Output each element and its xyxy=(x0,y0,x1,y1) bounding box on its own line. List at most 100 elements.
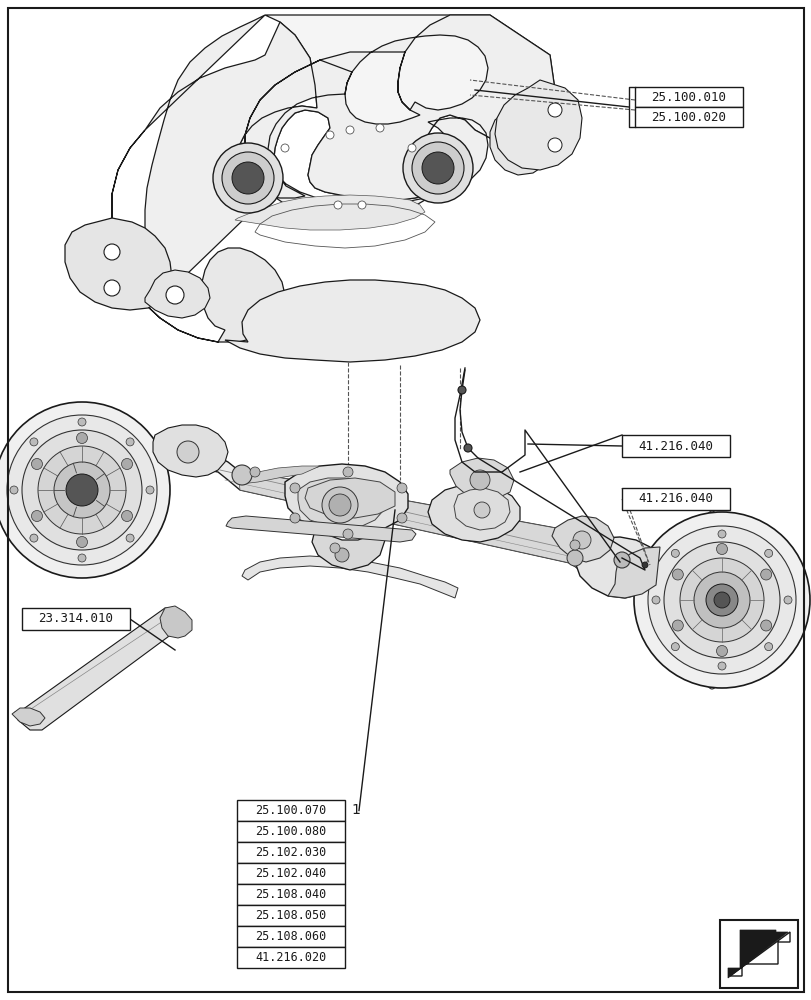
Circle shape xyxy=(232,162,264,194)
Polygon shape xyxy=(145,15,554,300)
Bar xyxy=(237,926,345,947)
Circle shape xyxy=(470,470,489,490)
Bar xyxy=(22,608,130,630)
Circle shape xyxy=(30,438,38,446)
Text: 41.216.040: 41.216.040 xyxy=(637,492,713,506)
Circle shape xyxy=(693,572,749,628)
Circle shape xyxy=(671,549,679,557)
Polygon shape xyxy=(15,608,185,730)
Circle shape xyxy=(22,430,142,550)
Circle shape xyxy=(38,446,126,534)
Polygon shape xyxy=(236,15,554,200)
Circle shape xyxy=(422,152,453,184)
Circle shape xyxy=(76,536,88,548)
Text: 25.100.020: 25.100.020 xyxy=(650,111,726,124)
Circle shape xyxy=(32,510,42,522)
Circle shape xyxy=(78,418,86,426)
Polygon shape xyxy=(427,484,519,542)
Polygon shape xyxy=(495,80,581,170)
Bar xyxy=(237,947,345,968)
Circle shape xyxy=(783,596,791,604)
Ellipse shape xyxy=(75,402,105,578)
Circle shape xyxy=(104,280,120,296)
Bar xyxy=(634,107,742,127)
Circle shape xyxy=(146,486,154,494)
Circle shape xyxy=(126,534,134,542)
Circle shape xyxy=(54,462,109,518)
Circle shape xyxy=(122,458,132,470)
Circle shape xyxy=(407,144,415,152)
Text: 25.100.080: 25.100.080 xyxy=(255,825,326,838)
Circle shape xyxy=(177,441,199,463)
Text: 25.108.060: 25.108.060 xyxy=(255,930,326,943)
Bar xyxy=(621,488,729,510)
Text: 25.100.070: 25.100.070 xyxy=(255,804,326,817)
Circle shape xyxy=(375,124,384,132)
Circle shape xyxy=(715,544,727,554)
Circle shape xyxy=(281,144,289,152)
Circle shape xyxy=(760,569,770,580)
Circle shape xyxy=(32,458,42,470)
Circle shape xyxy=(126,438,134,446)
Bar xyxy=(237,800,345,821)
Polygon shape xyxy=(225,516,415,542)
Bar xyxy=(719,920,797,988)
Circle shape xyxy=(66,474,98,506)
Circle shape xyxy=(402,133,473,203)
Polygon shape xyxy=(152,425,228,477)
Circle shape xyxy=(397,513,406,523)
Circle shape xyxy=(0,402,169,578)
Polygon shape xyxy=(65,218,172,310)
Bar xyxy=(237,905,345,926)
Bar xyxy=(237,821,345,842)
Text: 41.216.020: 41.216.020 xyxy=(255,951,326,964)
Circle shape xyxy=(705,584,737,616)
Circle shape xyxy=(345,126,354,134)
Circle shape xyxy=(672,620,683,631)
Circle shape xyxy=(713,592,729,608)
Polygon shape xyxy=(574,537,661,598)
Text: 1: 1 xyxy=(350,803,359,817)
Bar xyxy=(237,884,345,905)
Circle shape xyxy=(325,131,333,139)
Circle shape xyxy=(569,540,579,550)
Circle shape xyxy=(78,554,86,562)
Bar xyxy=(621,435,729,457)
Circle shape xyxy=(342,529,353,539)
Polygon shape xyxy=(238,470,620,572)
Polygon shape xyxy=(305,478,394,518)
Circle shape xyxy=(7,415,157,565)
Circle shape xyxy=(717,662,725,670)
Circle shape xyxy=(717,530,725,538)
Text: 25.108.040: 25.108.040 xyxy=(255,888,326,901)
Circle shape xyxy=(764,643,772,651)
Polygon shape xyxy=(225,280,479,362)
Circle shape xyxy=(474,502,489,518)
Text: 25.102.040: 25.102.040 xyxy=(255,867,326,880)
Polygon shape xyxy=(234,195,424,230)
Circle shape xyxy=(566,550,582,566)
Circle shape xyxy=(329,543,340,553)
Circle shape xyxy=(322,487,358,523)
Circle shape xyxy=(663,542,779,658)
Circle shape xyxy=(633,512,809,688)
Circle shape xyxy=(30,534,38,542)
Polygon shape xyxy=(551,516,613,562)
Polygon shape xyxy=(449,458,513,500)
Circle shape xyxy=(333,201,341,209)
Circle shape xyxy=(290,513,299,523)
Circle shape xyxy=(122,510,132,522)
Circle shape xyxy=(715,646,727,656)
Circle shape xyxy=(10,486,18,494)
Circle shape xyxy=(679,558,763,642)
Bar xyxy=(237,863,345,884)
Polygon shape xyxy=(160,606,191,638)
Circle shape xyxy=(651,596,659,604)
Polygon shape xyxy=(729,932,789,976)
Bar xyxy=(237,842,345,863)
Circle shape xyxy=(358,201,366,209)
Polygon shape xyxy=(165,452,620,572)
Polygon shape xyxy=(489,107,551,175)
Ellipse shape xyxy=(695,511,727,689)
Circle shape xyxy=(165,286,184,304)
